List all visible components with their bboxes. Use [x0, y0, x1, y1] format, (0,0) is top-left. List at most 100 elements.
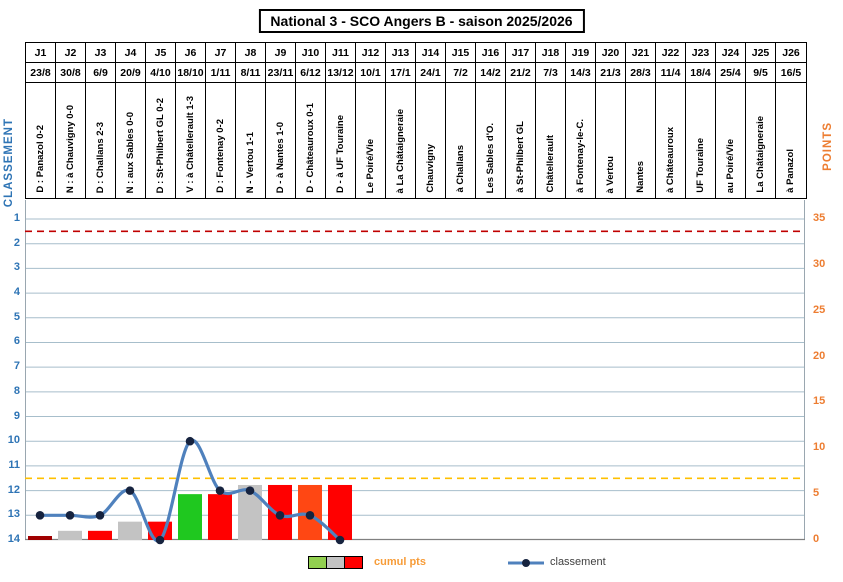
- matchday-date-j17: 21/2: [506, 63, 536, 83]
- fixture-j15: à Challans: [446, 83, 476, 198]
- fixture-j7: D : Fontenay 0-2: [206, 83, 236, 198]
- fixture-j25-label: La Châtaigneraie: [754, 116, 766, 193]
- chart-title: National 3 - SCO Angers B - saison 2025/…: [258, 9, 585, 33]
- fixture-j2: N : à Chauvigny 0-0: [56, 83, 86, 198]
- fixture-j22: à Châteauroux: [656, 83, 686, 198]
- classement-tick-1: 1: [13, 212, 20, 224]
- fixture-j17-label: à St-Philbert GL: [514, 121, 526, 193]
- fixture-j3-label: D : Challans 2-3: [94, 121, 106, 193]
- fixture-j9-label: D - à Nantes 1-0: [274, 121, 286, 193]
- matchday-j6: J6: [176, 43, 206, 63]
- fixture-j18-label: Châtellerault: [544, 135, 556, 193]
- points-tick-5: 5: [813, 487, 820, 500]
- matchday-date-j12: 10/1: [356, 63, 386, 83]
- fixture-j12: Le Poiré/Vie: [356, 83, 386, 198]
- fixture-j16: Les Sables d'O.: [476, 83, 506, 198]
- fixture-j23: UF Touraine: [686, 83, 716, 198]
- matchday-date-j13: 17/1: [386, 63, 416, 83]
- classement-marker-j5: [155, 535, 165, 545]
- classement-tick-2: 2: [13, 236, 20, 249]
- fixture-j7-label: D : Fontenay 0-2: [214, 119, 226, 193]
- bar-j6: [178, 494, 202, 540]
- legend: cumul pts classement: [0, 552, 843, 576]
- fixture-j6: V : à Châtellerault 1-3: [176, 83, 206, 198]
- matchday-j11: J11: [326, 43, 356, 63]
- points-tick-35: 35: [813, 212, 826, 224]
- fixture-j4: N : aux Sables 0-0: [116, 83, 146, 198]
- fixture-j16-label: Les Sables d'O.: [484, 122, 496, 193]
- right-axis-title: POINTS: [822, 122, 834, 171]
- fixture-j21: Nantes: [626, 83, 656, 198]
- classement-marker-j7: [215, 486, 225, 495]
- fixture-j17: à St-Philbert GL: [506, 83, 536, 198]
- fixture-j21-label: Nantes: [634, 161, 646, 193]
- matchday-date-j1: 23/8: [26, 63, 56, 83]
- classement-tick-10: 10: [7, 434, 20, 447]
- classement-marker-j10: [305, 511, 315, 520]
- matchday-date-j2: 30/8: [56, 63, 86, 83]
- points-tick-15: 15: [813, 395, 826, 408]
- fixture-j24: au Poiré/Vie: [716, 83, 746, 198]
- matchday-j8: J8: [236, 43, 266, 63]
- fixture-j19-label: à Fontenay-le-C.: [574, 119, 586, 193]
- classement-tick-8: 8: [13, 384, 20, 397]
- classement-marker-j11: [335, 535, 345, 545]
- matchday-date-j16: 14/2: [476, 63, 506, 83]
- bar-j4: [118, 521, 142, 540]
- matchday-date-j25: 9/5: [746, 63, 776, 83]
- matchday-j25: J25: [746, 43, 776, 63]
- matchday-j2: J2: [56, 43, 86, 63]
- plot-area: [25, 200, 805, 545]
- matchday-date-j21: 28/3: [626, 63, 656, 83]
- fixture-j5-label: D : St-Philbert GL 0-2: [154, 97, 166, 193]
- fixture-j11: D - à UF Touraine: [326, 83, 356, 198]
- matchday-j3: J3: [86, 43, 116, 63]
- fixture-j6-label: V : à Châtellerault 1-3: [184, 96, 196, 193]
- matchday-j24: J24: [716, 43, 746, 63]
- matchday-date-j18: 7/3: [536, 63, 566, 83]
- classement-marker-j1: [35, 511, 45, 520]
- matchday-j15: J15: [446, 43, 476, 63]
- fixture-j15-label: à Challans: [454, 145, 466, 193]
- points-tick-25: 25: [813, 303, 826, 316]
- fixture-j25: La Châtaigneraie: [746, 83, 776, 198]
- matchday-j13: J13: [386, 43, 416, 63]
- fixture-j13-label: à La Châtaigneraie: [394, 108, 406, 193]
- bar-j7: [208, 494, 232, 540]
- fixture-j13: à La Châtaigneraie: [386, 83, 416, 198]
- fixture-j20-label: à Vertou: [604, 155, 616, 194]
- matchday-date-j22: 11/4: [656, 63, 686, 83]
- bar-j2: [58, 530, 82, 540]
- fixture-j5: D : St-Philbert GL 0-2: [146, 83, 176, 198]
- bar-j3: [88, 530, 112, 540]
- matchday-date-j3: 6/9: [86, 63, 116, 83]
- points-tick-10: 10: [813, 441, 826, 454]
- fixture-j8: N - Vertou 1-1: [236, 83, 266, 198]
- matchday-date-j24: 25/4: [716, 63, 746, 83]
- matchday-date-j19: 14/3: [566, 63, 596, 83]
- classement-tick-3: 3: [13, 261, 20, 274]
- classement-marker-j2: [65, 511, 75, 520]
- fixture-j24-label: au Poiré/Vie: [724, 138, 736, 193]
- classement-tick-7: 7: [13, 360, 20, 373]
- classement-marker-j9: [275, 511, 285, 520]
- legend-classement-label: classement: [550, 556, 606, 568]
- matchday-j17: J17: [506, 43, 536, 63]
- classement-tick-12: 12: [7, 483, 20, 496]
- matchday-j7: J7: [206, 43, 236, 63]
- classement-marker-j6: [185, 436, 195, 446]
- points-tick-20: 20: [813, 349, 826, 362]
- points-tick-0: 0: [813, 533, 820, 545]
- classement-marker-j4: [125, 486, 135, 495]
- fixture-j14-label: Chauvigny: [424, 144, 436, 193]
- classement-tick-14: 14: [7, 533, 20, 545]
- bar-j1: [28, 536, 52, 540]
- left-axis-title: CLASSEMENT: [3, 118, 15, 208]
- fixture-j9: D - à Nantes 1-0: [266, 83, 296, 198]
- fixture-j18: Châtellerault: [536, 83, 566, 198]
- matchday-j26: J26: [776, 43, 806, 63]
- matchday-j5: J5: [146, 43, 176, 63]
- classement-tick-11: 11: [8, 458, 20, 471]
- fixture-j12-label: Le Poiré/Vie: [364, 138, 376, 193]
